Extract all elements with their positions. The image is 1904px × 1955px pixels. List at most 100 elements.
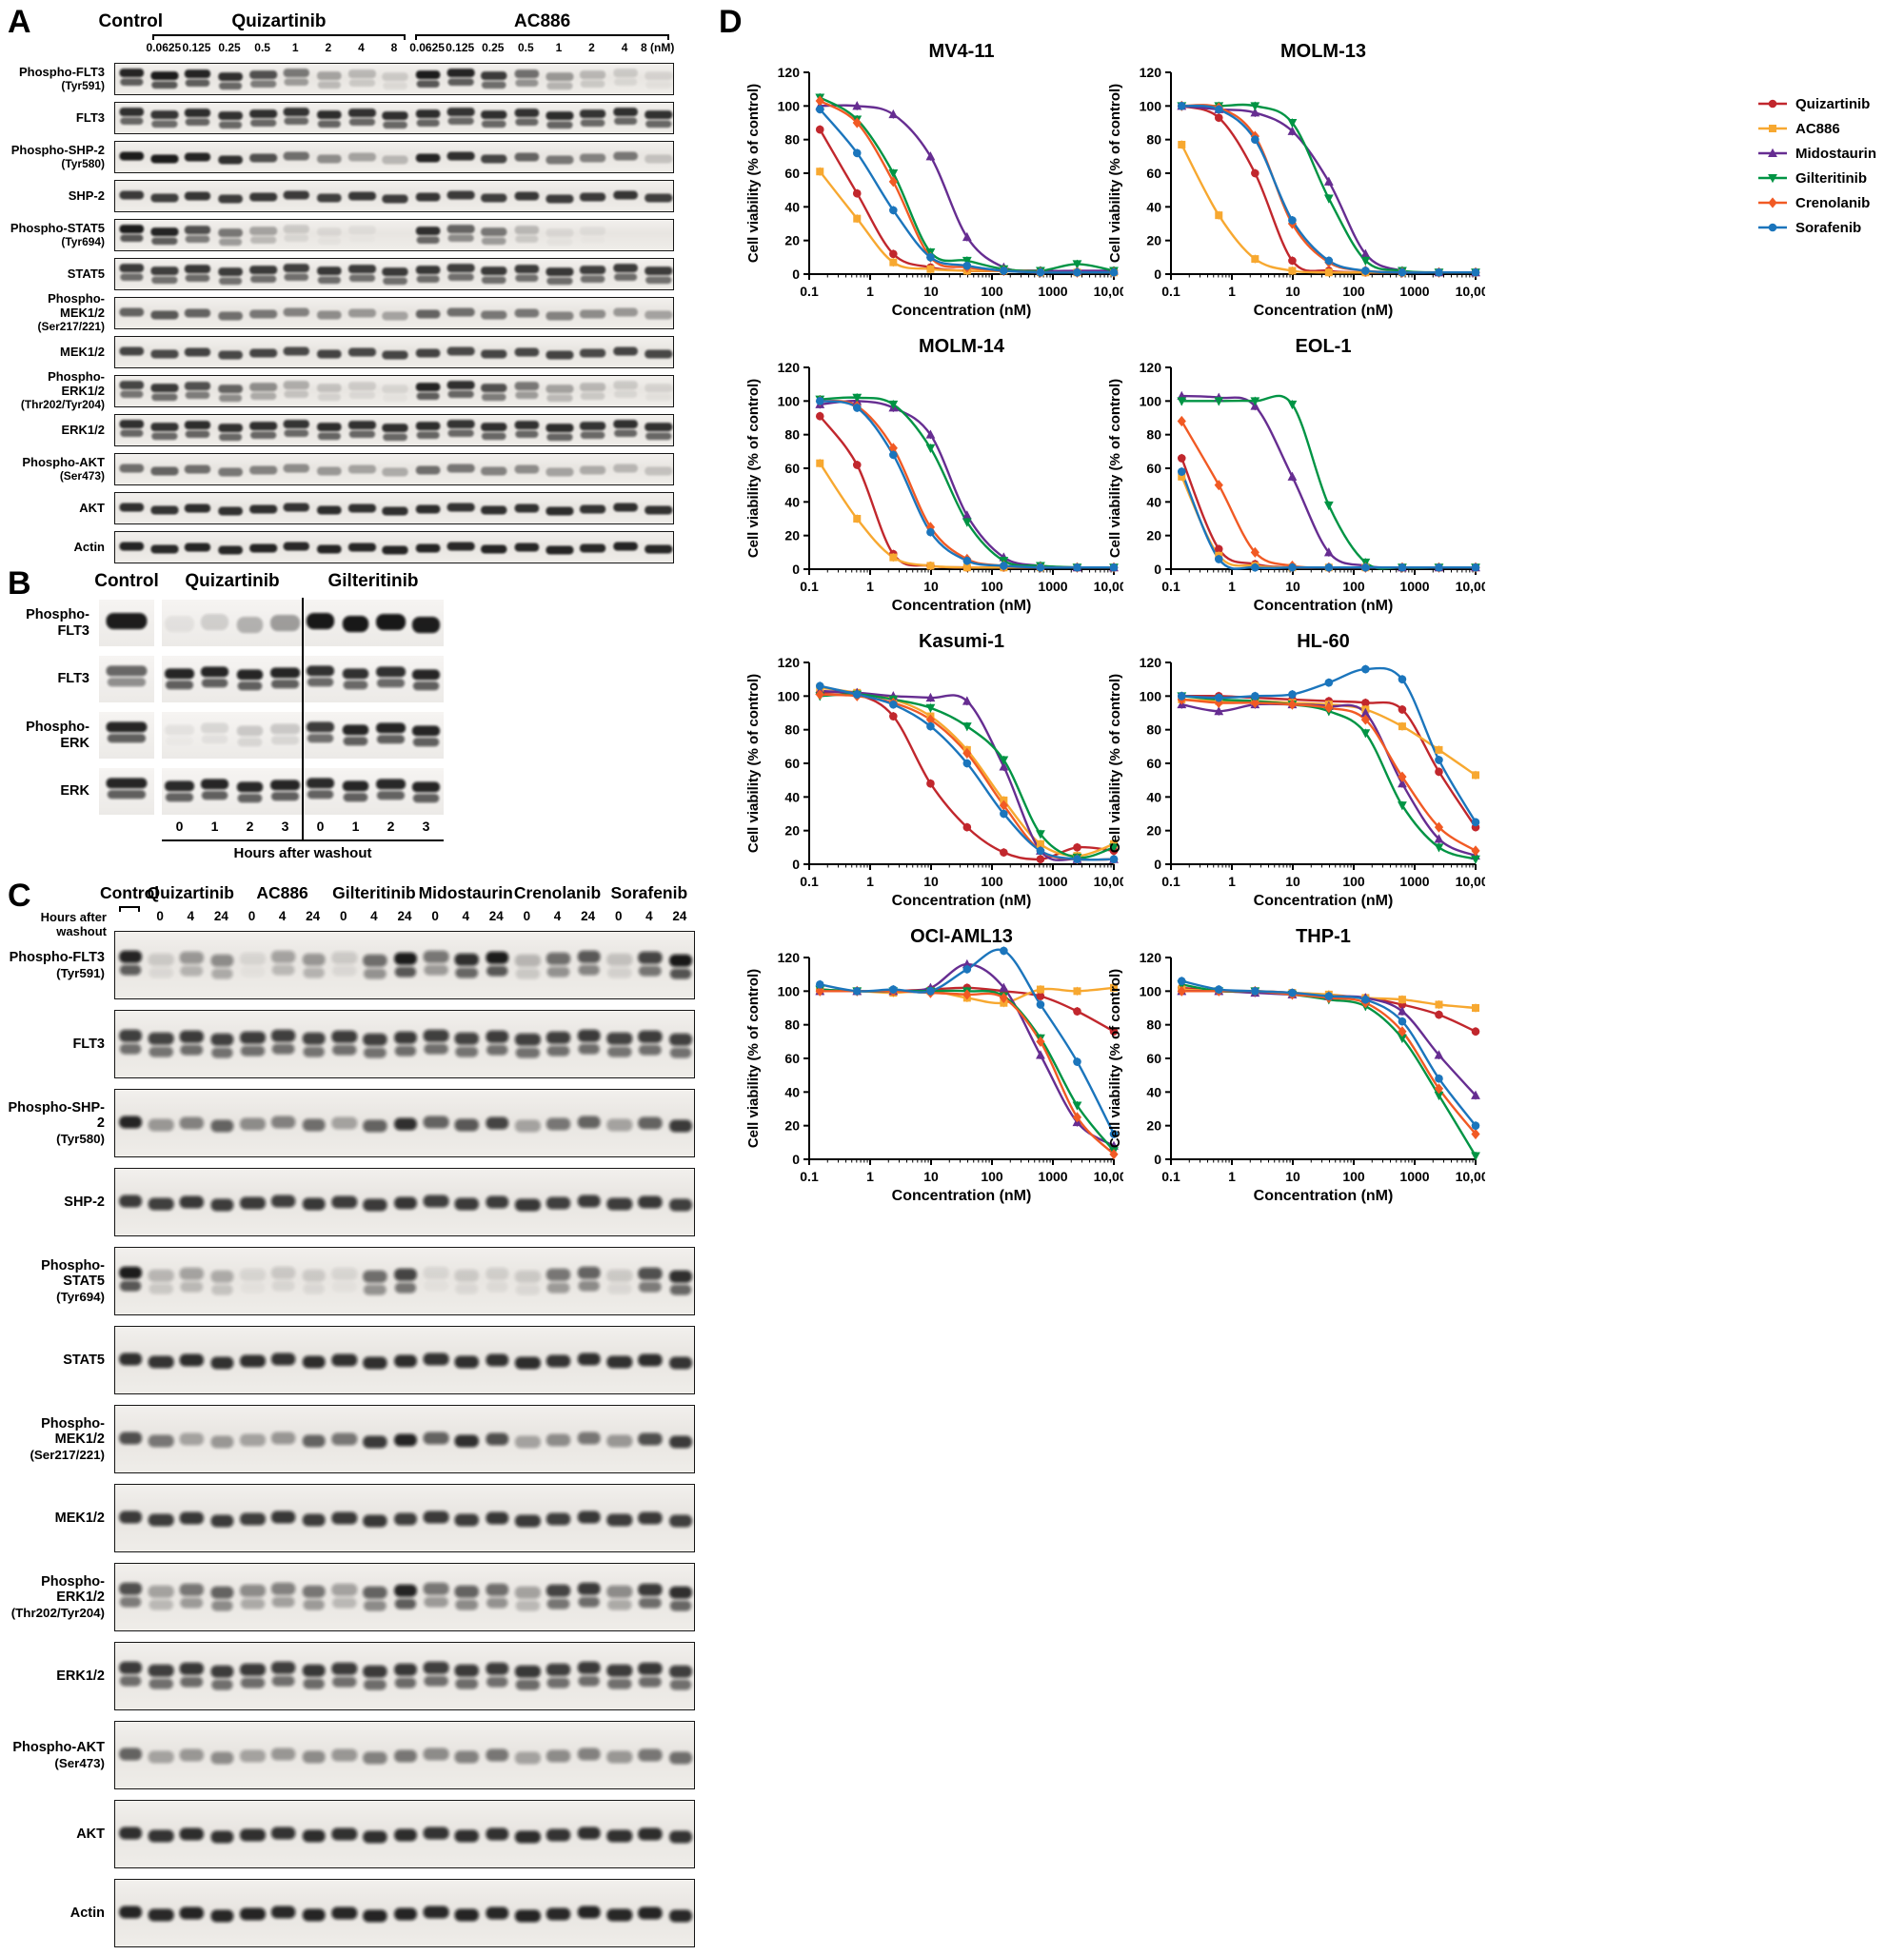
blot-image: [119, 464, 673, 477]
blot-image: [119, 1029, 692, 1058]
group-divider-line: [302, 598, 304, 839]
svg-text:80: 80: [784, 427, 800, 443]
svg-text:10: 10: [923, 874, 939, 889]
washout-hour-label: 0: [614, 909, 623, 923]
svg-text:60: 60: [784, 1051, 800, 1066]
blot-strip: [114, 1089, 695, 1157]
blot-row-label-phospho-shp-2: Phospho-SHP-2 (Tyr580): [10, 142, 105, 170]
group-label-midostaurin: Midostaurin: [418, 883, 513, 902]
concentration-label: 4: [621, 41, 628, 54]
panel-b-western-blot-washout: B Control Quizartinib Gilteritinib Phospho-…: [8, 565, 455, 876]
svg-text:20: 20: [1146, 528, 1161, 543]
blot-image: [119, 190, 673, 204]
blot-strip: [114, 375, 674, 407]
concentration-label: 2: [588, 41, 595, 54]
svg-text:100: 100: [778, 98, 801, 113]
blot-strip: [114, 180, 674, 212]
svg-text:Concentration (nM): Concentration (nM): [1254, 893, 1394, 909]
blot-strip: [114, 1168, 695, 1236]
panel-a-label: A: [8, 4, 31, 40]
panel-d-dose-response-charts: D MV4-11 0 20 40 60 80 100 120 0.1 1 10 100 1000 10,0…: [719, 4, 1904, 1237]
blot-image: [106, 665, 148, 687]
chart-oci-aml13: OCI-AML13 0 20 40 60 80 100 120 0.1 1 10 100 1000 10,…: [743, 921, 1135, 1216]
blot-row-label-mek1-2: MEK1/2: [60, 344, 105, 359]
blot-image: [119, 381, 673, 403]
svg-text:20: 20: [784, 823, 800, 839]
chart-molm-14: MOLM-14 0 20 40 60 80 100 120 0.1 1 10 100 1000 10,00…: [743, 331, 1135, 626]
svg-text:1000: 1000: [1038, 1169, 1067, 1184]
svg-text:40: 40: [784, 1084, 800, 1099]
svg-text:10: 10: [923, 284, 939, 299]
svg-text:0.1: 0.1: [1161, 284, 1180, 299]
dose-response-chart-molm-13: MOLM-13 0 20 40 60 80 100 120 0.1 1 10 100 1000 10,00…: [1107, 41, 1497, 319]
svg-text:Concentration (nM): Concentration (nM): [1254, 303, 1394, 319]
svg-text:1000: 1000: [1399, 579, 1429, 594]
svg-text:80: 80: [1146, 1017, 1161, 1033]
legend-item-sorafenib: Sorafenib: [1756, 215, 1904, 240]
svg-text:120: 120: [1140, 655, 1162, 670]
blot-image: [165, 778, 441, 803]
svg-text:0: 0: [1154, 857, 1161, 872]
washout-hour-label: 3: [281, 819, 289, 834]
svg-text:Cell viability (% of control): Cell viability (% of control): [1107, 969, 1123, 1148]
svg-text:20: 20: [784, 528, 800, 543]
svg-text:0.1: 0.1: [800, 284, 819, 299]
concentration-label: 0.0625: [146, 41, 182, 54]
concentration-label: 0.5: [518, 41, 534, 54]
svg-text:60: 60: [784, 461, 800, 476]
svg-text:40: 40: [1146, 1084, 1161, 1099]
svg-text:Concentration (nM): Concentration (nM): [892, 303, 1032, 319]
svg-text:EOL-1: EOL-1: [1296, 336, 1352, 357]
legend-label: Midostaurin: [1795, 145, 1876, 162]
blot-row-label-stat5: STAT5: [67, 266, 105, 281]
svg-text:10: 10: [923, 1169, 939, 1184]
svg-text:0: 0: [1154, 267, 1161, 282]
blot-strip: [114, 531, 674, 563]
group-label-ac886: AC886: [514, 11, 571, 31]
concentration-label: 1: [555, 41, 563, 54]
svg-text:120: 120: [778, 950, 801, 965]
washout-hour-label: 24: [488, 909, 504, 923]
group-label-control: Control: [94, 571, 159, 591]
svg-text:10: 10: [923, 579, 939, 594]
legend-item-gilteritinib: Gilteritinib: [1756, 166, 1904, 190]
washout-hour-label: 4: [462, 909, 469, 923]
blot-image: [119, 346, 673, 360]
legend-item-quizartinib: Quizartinib: [1756, 91, 1904, 116]
svg-text:MOLM-13: MOLM-13: [1280, 41, 1366, 62]
svg-text:100: 100: [778, 688, 801, 703]
svg-text:0.1: 0.1: [1161, 579, 1180, 594]
concentration-label: 0.125: [446, 41, 475, 54]
panel-c-western-blot-washout-timecourse: C Control Quizartinib AC886 Gilteritinib Mid…: [8, 878, 699, 1955]
blot-image: [106, 778, 148, 800]
dose-response-chart-thp-1: THP-1 0 20 40 60 80 100 120 0.1 1 10 100 1000 10,000 C…: [1107, 926, 1497, 1204]
svg-text:1000: 1000: [1038, 579, 1067, 594]
svg-text:60: 60: [784, 756, 800, 771]
blot-image: [119, 307, 673, 321]
svg-text:10,000: 10,000: [1456, 579, 1485, 594]
chart-thp-1: THP-1 0 20 40 60 80 100 120 0.1 1 10 100 1000 10,000 C…: [1104, 921, 1497, 1216]
blot-image: [106, 721, 148, 743]
blot-strip: [114, 1879, 695, 1947]
svg-text:80: 80: [1146, 427, 1161, 443]
blot-row-label-phospho-flt3: Phospho-FLT3 (Tyr591): [18, 64, 105, 92]
blot-row-label-flt3: FLT3: [75, 109, 105, 125]
concentration-label: 0.25: [482, 41, 505, 54]
group-label-gilteritinib: Gilteritinib: [327, 571, 419, 591]
blot-strip: [114, 258, 674, 290]
dose-response-chart-mv4-11: MV4-110204060801001200.1110100100010,000…: [745, 41, 1135, 319]
group-bracket: [415, 34, 669, 40]
blot-strip: [99, 656, 154, 702]
group-label-gilteritinib: Gilteritinib: [332, 883, 416, 902]
blot-image: [119, 1116, 692, 1133]
legend-label: AC886: [1795, 120, 1840, 137]
blot-row-label-actin: Actin: [69, 1905, 105, 1921]
blot-image: [119, 225, 606, 247]
blot-row-label-phospho-stat5: Phospho-STAT5 (Tyr694): [10, 220, 105, 248]
svg-text:100: 100: [1342, 1169, 1365, 1184]
svg-text:10,000: 10,000: [1456, 1169, 1485, 1184]
concentration-label: 0.125: [182, 41, 211, 54]
washout-hour-label: 24: [672, 909, 687, 923]
svg-text:100: 100: [981, 284, 1003, 299]
